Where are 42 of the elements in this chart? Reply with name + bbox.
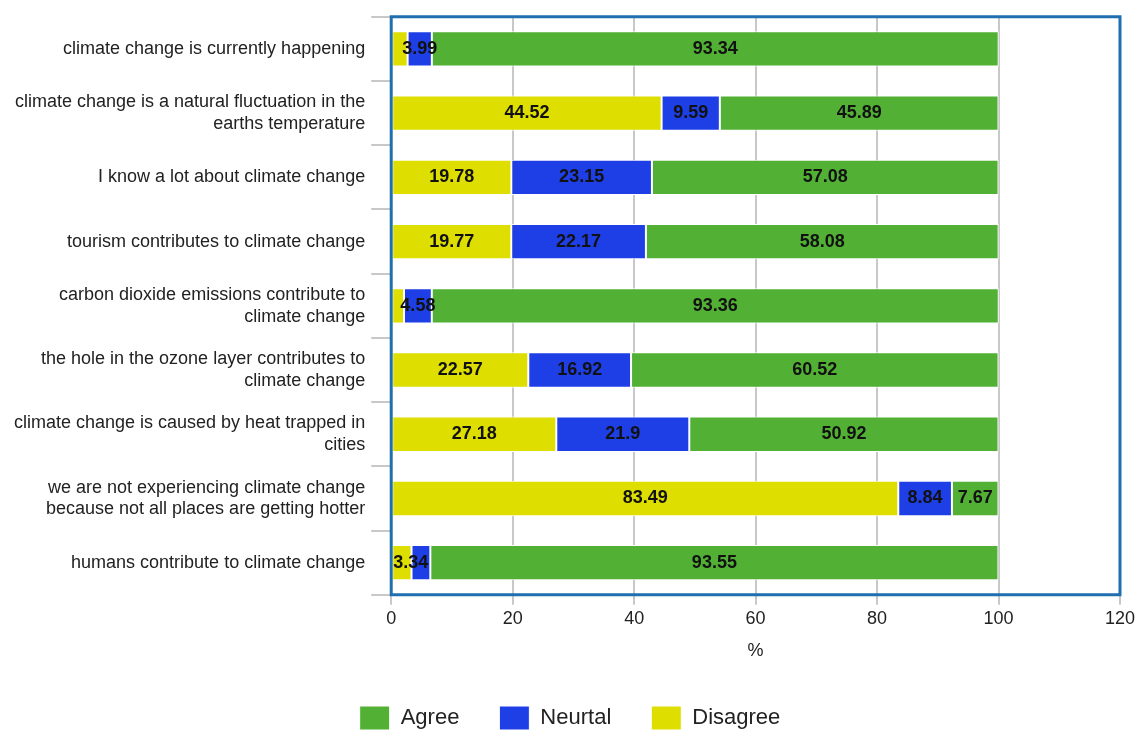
x-tick-label: 100	[983, 607, 1014, 628]
data-label: 3.34	[393, 551, 429, 572]
data-label: 60.52	[792, 358, 838, 379]
x-tick-label: 0	[386, 607, 397, 628]
legend-label: Agree	[400, 704, 460, 730]
y-tick-label: tourism contributes to climate change	[67, 230, 366, 251]
data-label: 16.92	[557, 358, 603, 379]
data-label: 21.9	[605, 423, 641, 444]
data-label: 7.67	[957, 487, 993, 508]
y-tick-label: humans contribute to climate change	[71, 551, 366, 572]
data-label: 27.18	[451, 423, 497, 444]
data-label: 45.89	[836, 102, 882, 123]
y-tick-label: the hole in the ozone layer contributes to climate change	[41, 348, 366, 390]
data-label: 93.55	[691, 551, 737, 572]
data-label: 23.15	[559, 166, 605, 187]
x-tick-label: 40	[624, 607, 645, 628]
y-tick-label: carbon dioxide emissions contribute to climate change	[59, 283, 366, 326]
data-label: 57.08	[802, 166, 848, 187]
data-label: 22.57	[437, 358, 483, 379]
data-label: 19.78	[429, 166, 475, 187]
y-tick-label: climate change is currently happening	[63, 37, 366, 58]
legend-label: Disagree	[692, 704, 781, 730]
x-axis-title: %	[747, 640, 764, 661]
data-label: 19.77	[429, 230, 475, 251]
x-tick-label: 60	[745, 607, 766, 628]
y-tick-label: we are not experiencing climate change because not all places are getting hotter	[46, 476, 366, 519]
data-label: 22.17	[556, 230, 602, 251]
x-tick-label: 20	[502, 607, 523, 628]
y-tick-label: climate change is a natural fluctuation in the earths temperature	[15, 91, 366, 133]
y-tick-label: climate change is caused by heat trapped in cities	[13, 412, 366, 455]
legend-label: Neurtal	[540, 704, 612, 730]
y-tick-label: I know a lot about climate change	[98, 166, 366, 187]
data-label: 58.08	[799, 230, 845, 251]
x-tick-label: 120	[1104, 607, 1136, 628]
x-tick-label: 80	[867, 607, 888, 628]
data-label: 44.52	[504, 102, 550, 123]
data-label: 83.49	[622, 487, 668, 508]
data-label: 9.59	[673, 102, 709, 123]
data-label: 93.36	[692, 294, 738, 315]
data-label: 8.84	[907, 487, 943, 508]
data-label: 50.92	[821, 423, 867, 444]
data-label: 93.34	[692, 37, 738, 58]
